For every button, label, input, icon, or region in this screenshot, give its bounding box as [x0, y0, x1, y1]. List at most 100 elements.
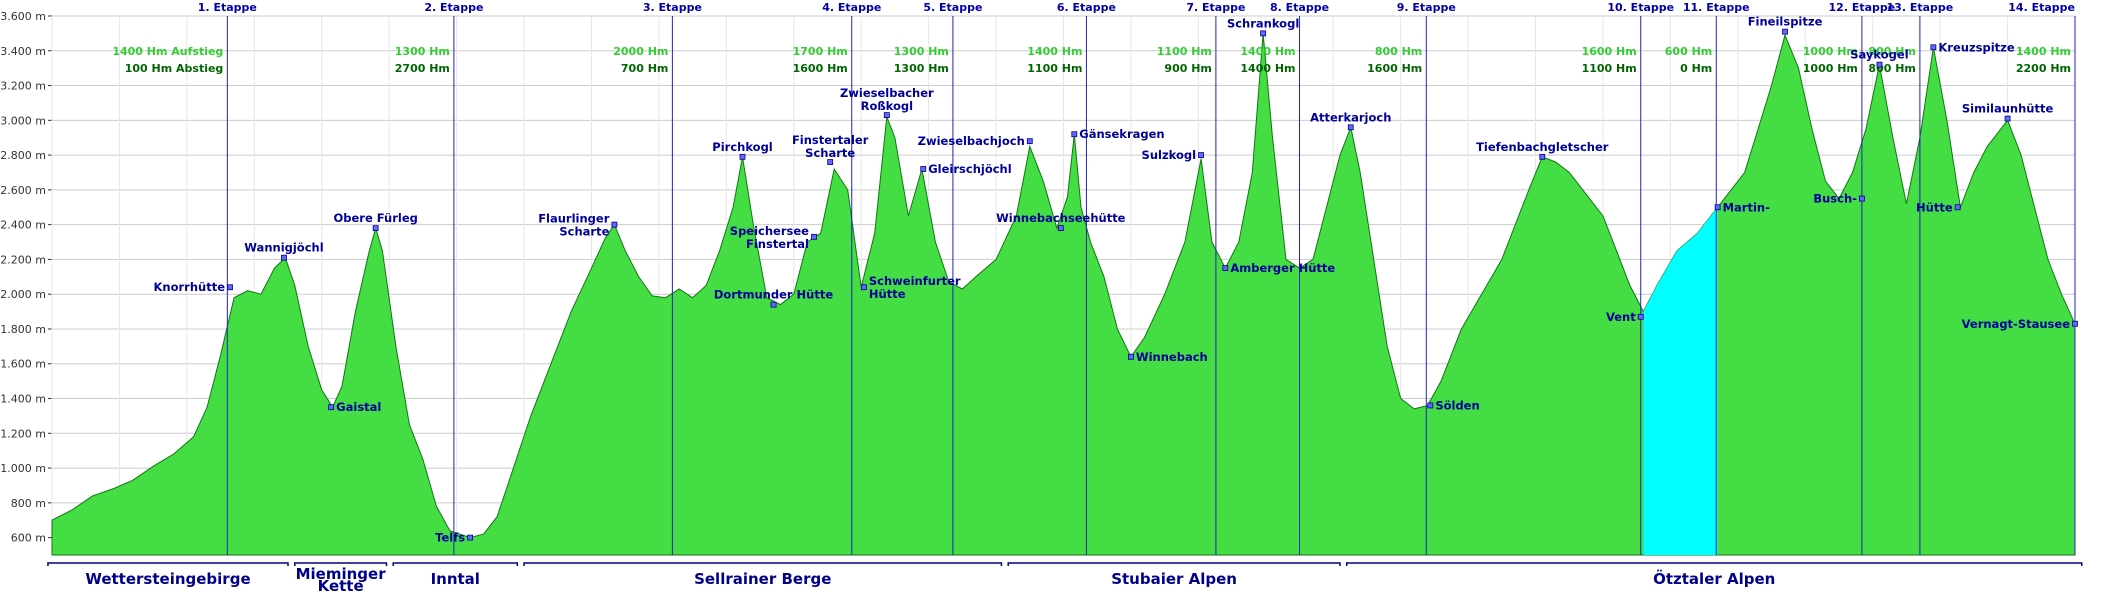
stage-label: 12. Etappe: [1829, 1, 1896, 14]
stage-label: 13. Etappe: [1887, 1, 1954, 14]
waypoint-label: Hütte: [869, 287, 906, 301]
stage-label: 11. Etappe: [1683, 1, 1750, 14]
region-bracket: [1007, 562, 1341, 566]
y-tick-label: 3.600 m: [0, 10, 46, 23]
stage-ascent: 1400 Hm Aufstieg: [112, 45, 223, 58]
waypoint-marker: [920, 166, 927, 172]
waypoint-marker: [1714, 204, 1721, 211]
stage-ascent: 800 Hm: [1868, 45, 1915, 58]
waypoint-marker: [770, 301, 777, 308]
y-tick-label: 2.800 m: [0, 149, 46, 162]
region-label: Ötztaler Alpen: [1653, 569, 1775, 588]
waypoint-label: Obere Fürleg: [333, 211, 417, 225]
waypoint-marker: [1427, 402, 1434, 409]
region-label: Stubaier Alpen: [1111, 570, 1237, 588]
waypoint-marker: [1071, 131, 1078, 138]
y-tick-label: 800 m: [11, 497, 46, 510]
region-bracket: [294, 562, 388, 566]
stage-ascent: 1300 Hm: [894, 45, 949, 58]
waypoint-label: Wannigjöchl: [244, 241, 323, 255]
waypoint-marker: [2004, 115, 2011, 122]
waypoint-label: Amberger Hütte: [1230, 261, 1335, 275]
waypoint-marker: [1876, 61, 1883, 68]
stage-label: 14. Etappe: [2008, 1, 2075, 14]
stage-descent: 900 Hm: [1164, 62, 1211, 75]
stage-descent: 800 Hm: [1868, 62, 1915, 75]
stage-ascent: 1400 Hm: [1240, 45, 1295, 58]
waypoint-marker: [1057, 225, 1064, 232]
waypoint-label: Gaistal: [336, 400, 381, 414]
waypoint-label: Gleirschjöchl: [928, 162, 1011, 176]
waypoint-marker: [227, 284, 233, 291]
waypoint-marker: [1930, 44, 1937, 51]
stage-label: 6. Etappe: [1057, 1, 1116, 14]
stage-ascent: 1700 Hm: [793, 45, 848, 58]
stage-descent: 100 Hm Abstieg: [125, 62, 224, 75]
waypoint-label: Scharte: [559, 225, 609, 239]
stage-label: 4. Etappe: [822, 1, 881, 14]
waypoint-marker: [611, 221, 618, 228]
y-tick-label: 3.400 m: [0, 45, 46, 58]
waypoint-label: Winnebach: [1136, 350, 1208, 364]
stage-descent: 2200 Hm: [2016, 62, 2071, 75]
y-tick-label: 3.200 m: [0, 80, 46, 93]
stage-ascent: 1000 Hm: [1803, 45, 1858, 58]
stage-ascent: 2000 Hm: [613, 45, 668, 58]
waypoint-marker: [739, 153, 746, 160]
waypoint-label: Flaurlinger: [538, 212, 610, 226]
waypoint-marker: [811, 233, 817, 240]
y-tick-label: 3.000 m: [0, 114, 46, 127]
waypoint-marker: [827, 159, 834, 165]
stage-descent: 1600 Hm: [1367, 62, 1422, 75]
stage-ascent: 600 Hm: [1665, 45, 1712, 58]
waypoint-marker: [1260, 30, 1267, 37]
waypoint-label: Gänsekragen: [1079, 127, 1164, 141]
stage-label: 8. Etappe: [1270, 1, 1329, 14]
region-bracket: [523, 562, 1003, 566]
waypoint-label: Scharte: [805, 146, 855, 160]
waypoint-marker: [1637, 313, 1644, 320]
region-bracket: [1345, 562, 2083, 566]
waypoint-marker: [1198, 152, 1204, 158]
y-tick-label: 1.600 m: [0, 358, 46, 371]
y-tick-label: 1.200 m: [0, 427, 46, 440]
waypoint-label: Pirchkogl: [712, 140, 772, 154]
y-tick-label: 2.200 m: [0, 253, 46, 266]
waypoint-marker: [1222, 265, 1229, 272]
region-bracket: [392, 562, 519, 566]
stage-ascent: 1600 Hm: [1582, 45, 1637, 58]
waypoint-marker: [467, 534, 473, 541]
stage-descent: 1000 Hm: [1803, 62, 1858, 75]
region-bracket: [47, 562, 289, 566]
region-label: Kette: [318, 577, 364, 592]
region-label: Inntal: [431, 570, 480, 588]
waypoint-label: Finstertal: [746, 237, 809, 251]
stage-label: 2. Etappe: [424, 1, 483, 14]
waypoint-label: Kreuzspitze: [1938, 40, 2014, 54]
waypoint-marker: [1128, 353, 1134, 360]
waypoint-marker: [372, 225, 379, 232]
waypoint-marker: [1782, 28, 1788, 35]
waypoint-label: Atterkarjoch: [1310, 110, 1391, 124]
y-tick-label: 1.000 m: [0, 462, 46, 475]
waypoint-label: Schweinfurter: [869, 274, 961, 288]
waypoint-label: Vernagt-Stausee: [1962, 317, 2071, 331]
y-tick-label: 2.600 m: [0, 184, 46, 197]
region-label: Sellrainer Berge: [694, 570, 831, 588]
waypoint-label: Schrankogl: [1227, 16, 1299, 30]
waypoints: Knorrhütte Wannigjöchl Gaistal Obere Fürleg…: [154, 15, 2078, 545]
stage-ascent: 1400 Hm: [2016, 45, 2071, 58]
waypoint-marker: [883, 112, 890, 119]
waypoint-label: Dortmunder Hütte: [714, 288, 833, 302]
stage-ascent: 1300 Hm: [395, 45, 450, 58]
waypoint-marker: [2072, 320, 2078, 327]
stage-ascent: 1400 Hm: [1027, 45, 1082, 58]
waypoint-marker: [1347, 124, 1354, 131]
stage-label: 5. Etappe: [923, 1, 982, 14]
stage-label: 7. Etappe: [1186, 1, 1245, 14]
waypoint-label: Martin-: [1723, 200, 1771, 214]
waypoint-label: Busch-: [1813, 192, 1857, 206]
stage-descent: 1600 Hm: [793, 62, 848, 75]
waypoint-label: Sölden: [1435, 398, 1479, 412]
